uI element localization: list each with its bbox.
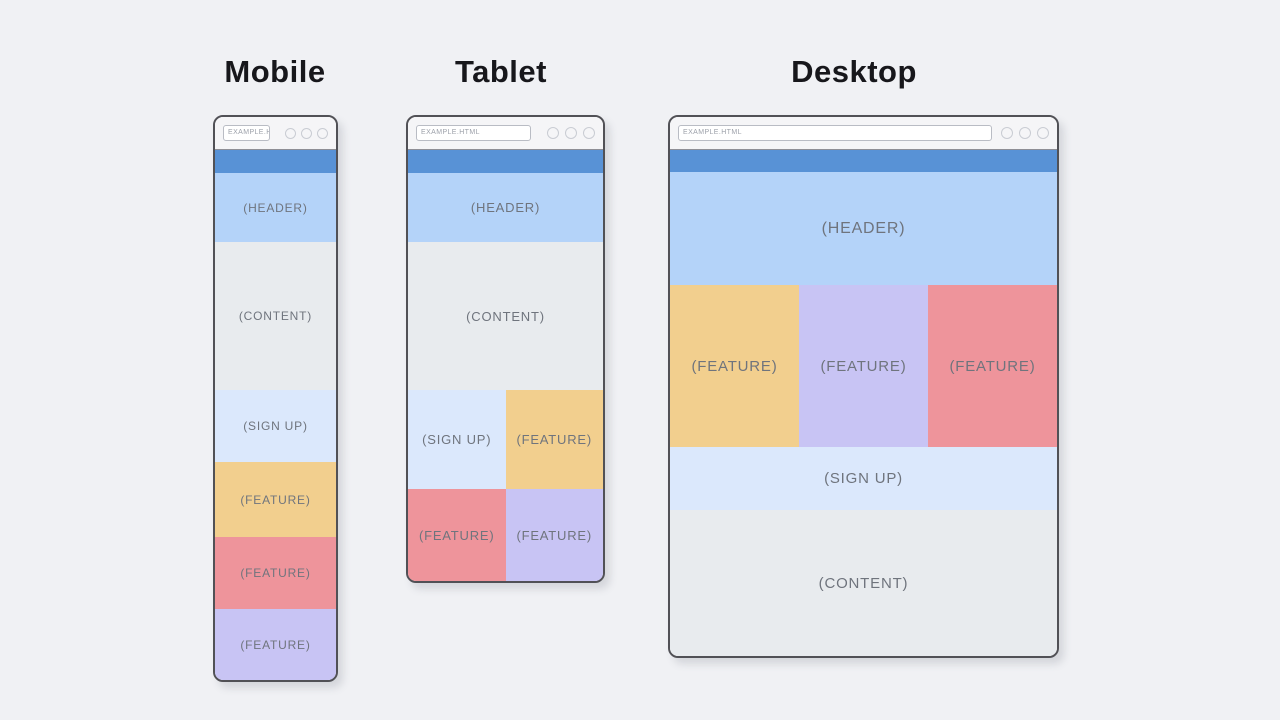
feature-section: (FEATURE) bbox=[215, 537, 336, 609]
window-button-icon bbox=[301, 127, 312, 139]
content-section: (CONTENT) bbox=[215, 242, 336, 390]
signup-section: (SIGN UP) bbox=[408, 390, 506, 489]
tablet-browser-window: EXAMPLE.HTML (HEADER) (CONTENT) (SIGN UP… bbox=[406, 115, 605, 583]
mobile-browser-window: EXAMPLE.HT (HEADER) (CONTENT) (SIGN UP) … bbox=[213, 115, 338, 682]
feature-section: (FEATURE) bbox=[215, 462, 336, 537]
window-button-icon bbox=[547, 127, 559, 139]
feature-section: (FEATURE) bbox=[505, 390, 603, 489]
feature-section: (FEATURE) bbox=[215, 609, 336, 680]
window-buttons bbox=[541, 127, 595, 139]
window-buttons bbox=[995, 127, 1049, 139]
header-section: (HEADER) bbox=[670, 172, 1057, 285]
nav-bar bbox=[408, 150, 603, 173]
header-section: (HEADER) bbox=[408, 173, 603, 242]
content-section: (CONTENT) bbox=[408, 242, 603, 390]
url-field: EXAMPLE.HTML bbox=[416, 125, 531, 141]
tablet-title: Tablet bbox=[455, 54, 547, 89]
window-button-icon bbox=[1019, 127, 1031, 139]
window-button-icon bbox=[565, 127, 577, 139]
nav-bar bbox=[670, 150, 1057, 172]
content-section: (CONTENT) bbox=[670, 510, 1057, 656]
feature-section: (FEATURE) bbox=[928, 285, 1057, 447]
feature-section: (FEATURE) bbox=[505, 489, 603, 581]
signup-section: (SIGN UP) bbox=[670, 447, 1057, 510]
signup-section: (SIGN UP) bbox=[215, 390, 336, 462]
url-field: EXAMPLE.HTML bbox=[678, 125, 992, 141]
feature-section: (FEATURE) bbox=[799, 285, 928, 447]
browser-chrome: EXAMPLE.HTML bbox=[408, 117, 603, 150]
desktop-title: Desktop bbox=[791, 54, 917, 89]
header-section: (HEADER) bbox=[215, 173, 336, 242]
browser-chrome: EXAMPLE.HT bbox=[215, 117, 336, 150]
window-button-icon bbox=[1037, 127, 1049, 139]
desktop-browser-window: EXAMPLE.HTML (HEADER) (FEATURE) (FEATURE… bbox=[668, 115, 1059, 658]
window-button-icon bbox=[317, 127, 328, 139]
window-button-icon bbox=[285, 127, 296, 139]
feature-section: (FEATURE) bbox=[670, 285, 799, 447]
nav-bar bbox=[215, 150, 336, 173]
browser-chrome: EXAMPLE.HTML bbox=[670, 117, 1057, 150]
window-button-icon bbox=[583, 127, 595, 139]
window-button-icon bbox=[1001, 127, 1013, 139]
mobile-title: Mobile bbox=[224, 54, 326, 89]
url-field: EXAMPLE.HT bbox=[223, 125, 270, 141]
feature-section: (FEATURE) bbox=[408, 489, 506, 581]
window-buttons bbox=[280, 127, 328, 139]
